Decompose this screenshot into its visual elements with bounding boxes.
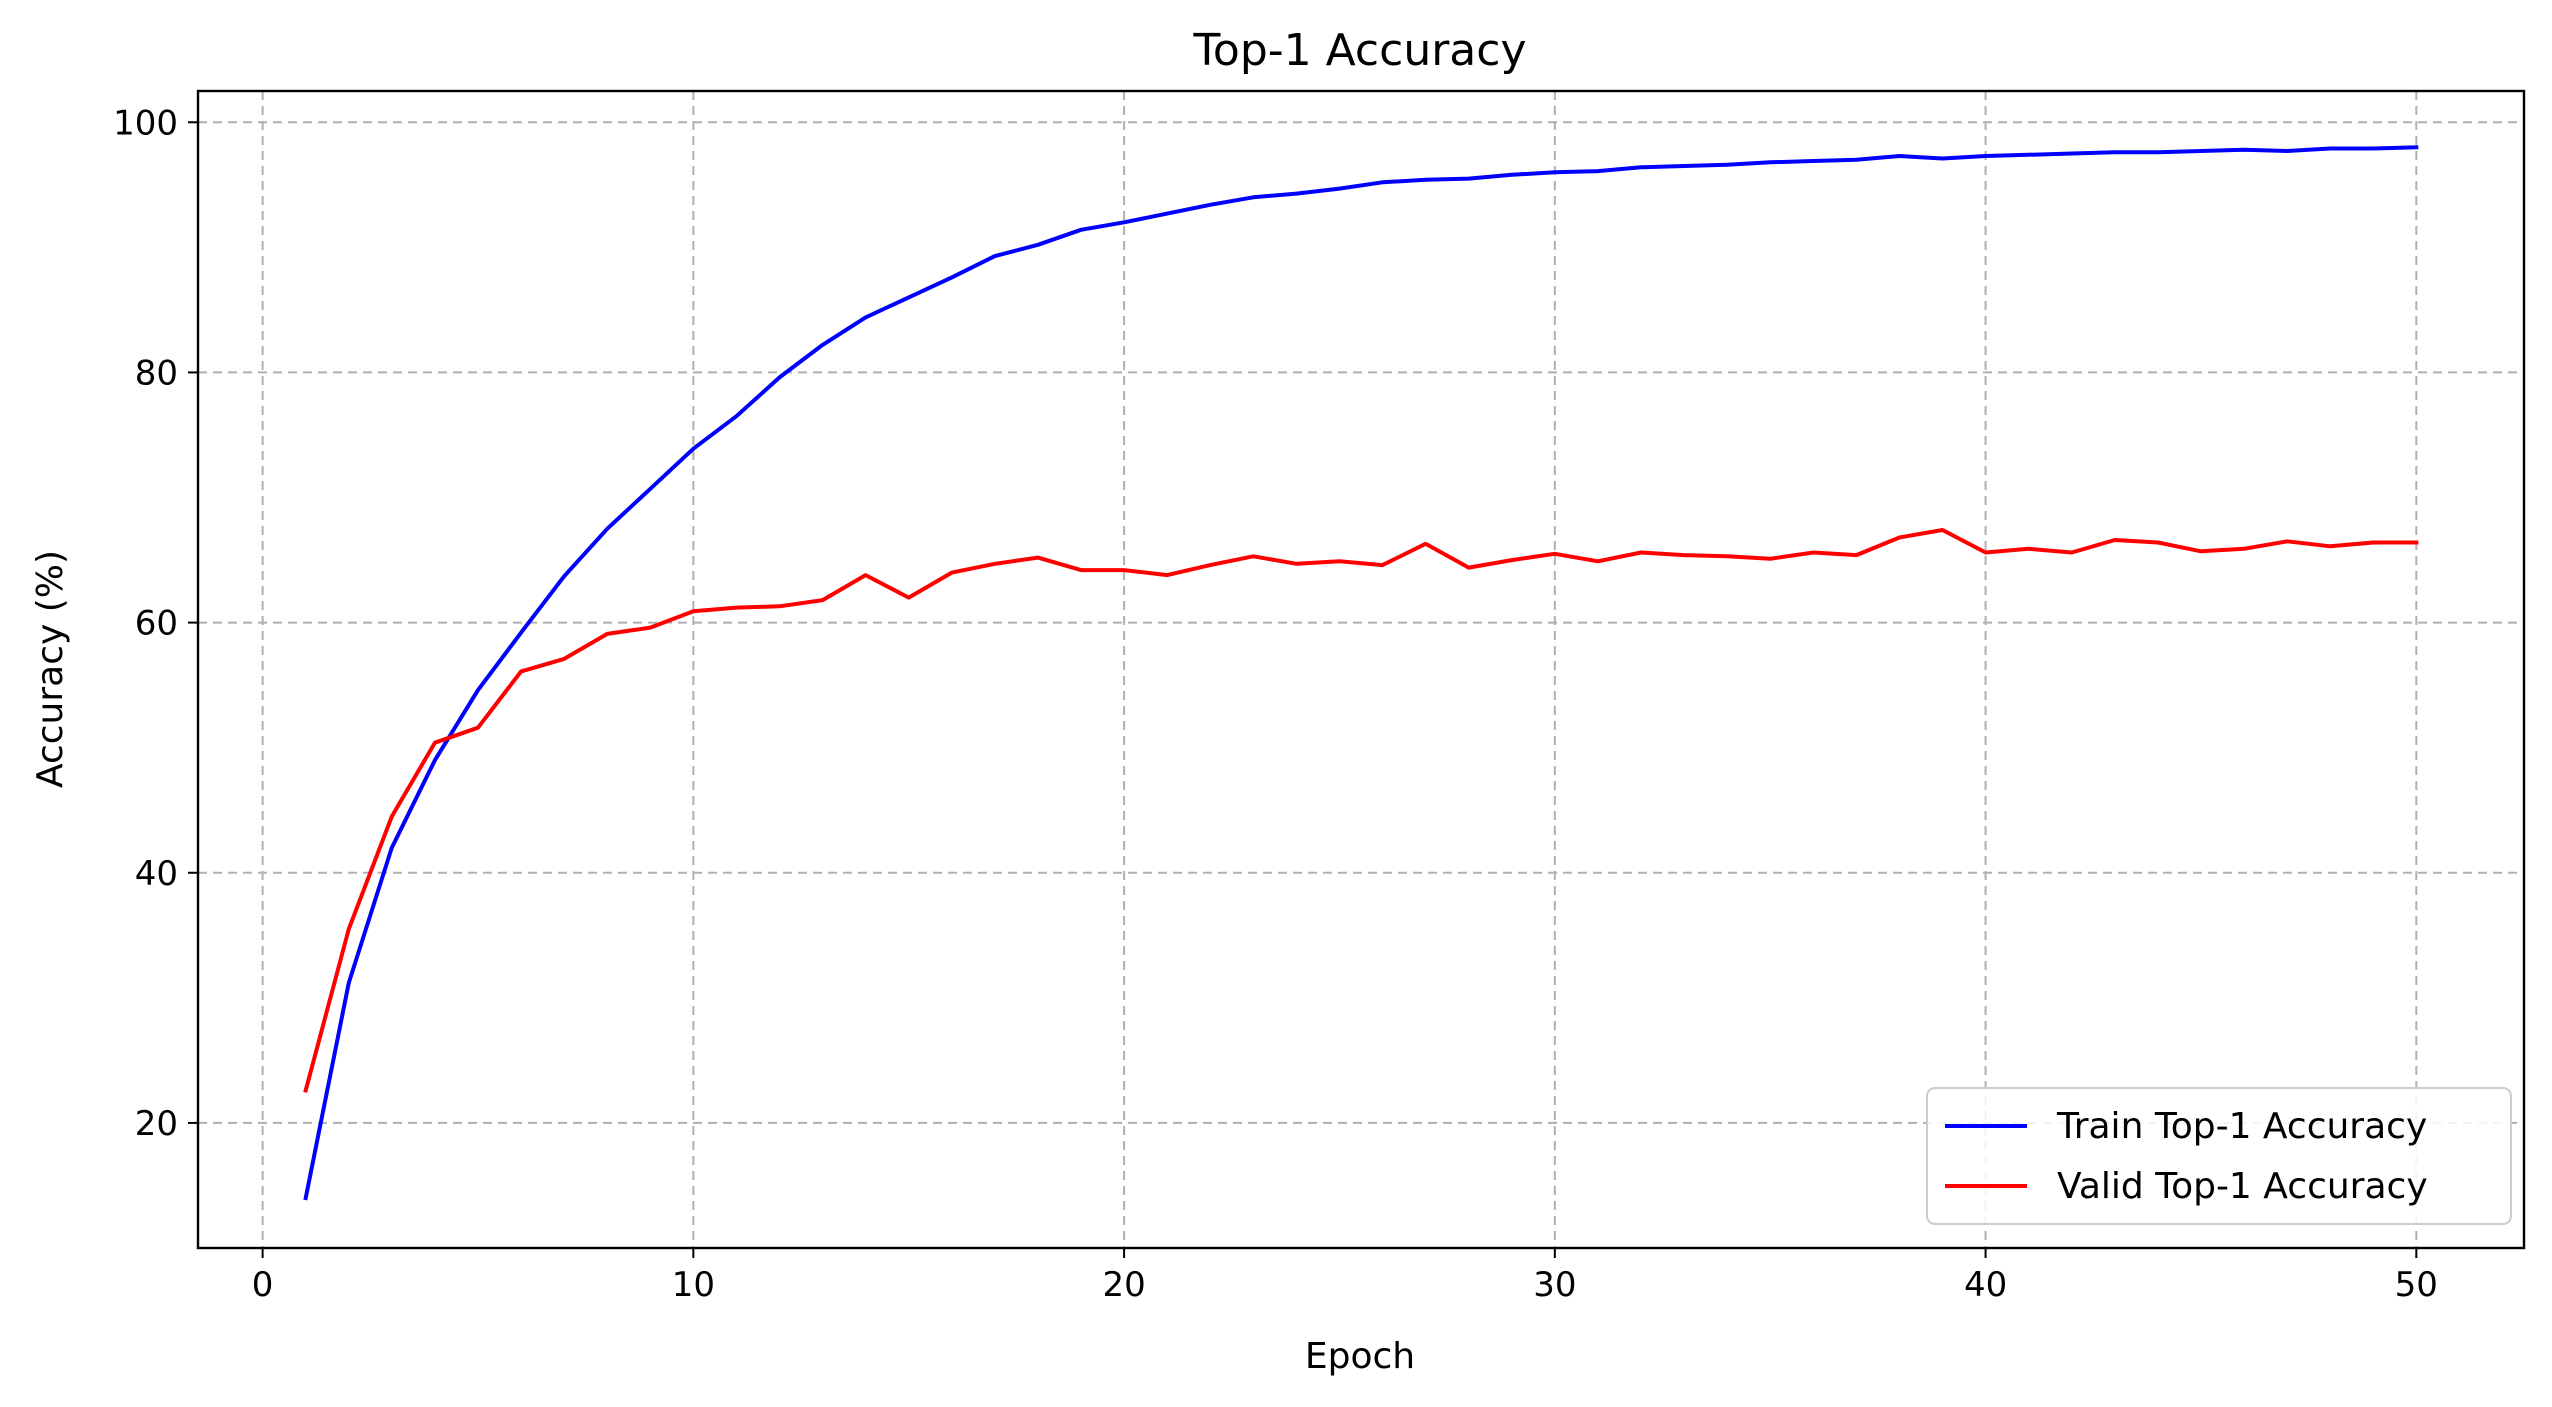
x-tick-label: 30 <box>1533 1265 1576 1305</box>
x-tick-label: 20 <box>1102 1265 1145 1305</box>
y-tick-label: 100 <box>113 103 178 143</box>
legend: Train Top-1 Accuracy Valid Top-1 Accurac… <box>1926 1087 2512 1225</box>
y-axis-label: Accuracy (%) <box>30 550 71 788</box>
y-axis-ticks: 20 40 60 80 100 <box>113 103 198 1144</box>
x-tick-label: 40 <box>1964 1265 2007 1305</box>
x-axis-ticks: 0 10 20 30 40 50 <box>252 1248 2438 1305</box>
x-tick-label: 0 <box>252 1265 274 1305</box>
grid-lines <box>198 91 2524 1248</box>
plot-frame <box>196 89 2526 1250</box>
legend-label-train: Train Top-1 Accuracy <box>2056 1106 2427 1147</box>
series-line-train <box>303 145 2419 1201</box>
chart-title: Top-1 Accuracy <box>1193 25 1527 76</box>
series-line-valid <box>303 528 2419 1093</box>
y-tick-label: 60 <box>135 604 178 644</box>
x-tick-label: 10 <box>672 1265 715 1305</box>
y-tick-label: 20 <box>135 1104 178 1144</box>
x-axis-label: Epoch <box>1305 1336 1415 1377</box>
y-tick-label: 40 <box>135 854 178 894</box>
series-lines <box>303 145 2419 1201</box>
x-tick-label: 50 <box>2395 1265 2438 1305</box>
legend-box <box>1926 1087 2512 1225</box>
legend-label-valid: Valid Top-1 Accuracy <box>2057 1166 2428 1207</box>
y-tick-label: 80 <box>135 353 178 393</box>
